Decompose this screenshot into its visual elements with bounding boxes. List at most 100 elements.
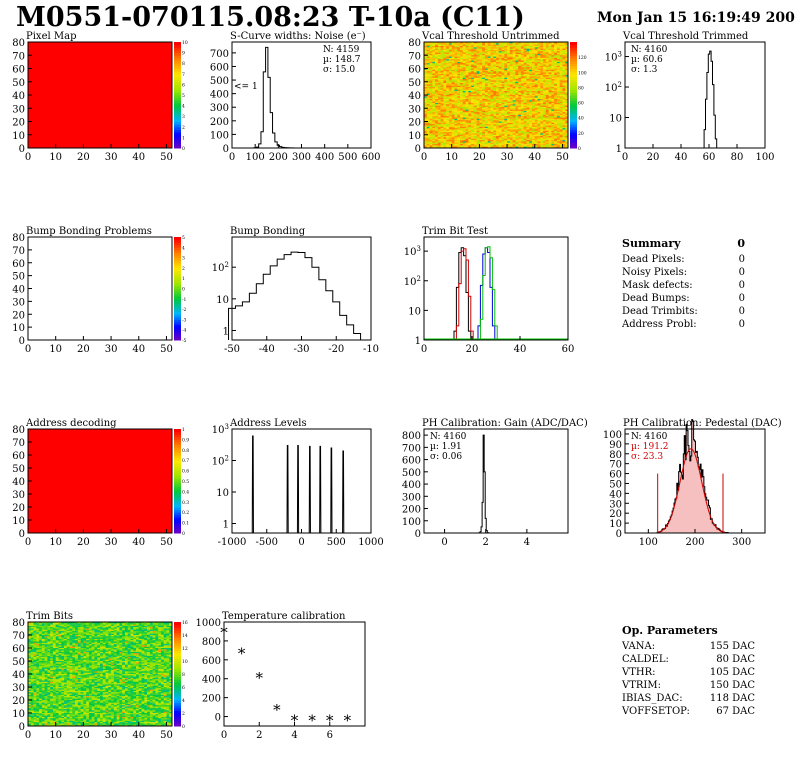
heatmap-cell [435,125,439,128]
heatmap-cell [565,121,569,124]
heatmap-cell [147,622,151,624]
heatmap-cell [443,84,447,87]
heatmap-cell [565,98,569,101]
heatmap-cell [532,113,536,116]
heatmap-cell [565,101,569,104]
heatmap-cell [443,106,447,109]
heatmap-cell [468,112,472,114]
heatmap-cell [554,142,558,145]
heatmap-cell [554,136,558,138]
heatmap-cell [501,80,505,83]
heatmap-cell [520,89,524,92]
heatmap-cell [509,67,513,69]
heatmap-cell [554,64,558,67]
heatmap-cell [487,104,491,106]
heatmap-cell [512,81,516,84]
heatmap-cell [496,128,500,130]
heatmap-cell [426,42,430,44]
heatmap-cell [476,49,480,52]
heatmap-cell [556,48,560,51]
heatmap-cell [556,133,560,136]
heatmap-cell [559,43,563,45]
heatmap-cell [509,130,513,133]
heatmap-cell [543,133,547,136]
heatmap-cell [479,133,483,136]
heatmap-cell [471,122,475,125]
heatmap-cell [548,108,552,110]
heatmap-cell [556,47,560,49]
heatmap-cell [432,122,436,125]
heatmap-cell [454,142,458,145]
heatmap-cell [543,140,547,142]
heatmap-cell [460,47,464,49]
heatmap-cell [479,129,483,132]
heatmap-cell [556,95,560,97]
heatmap-cell [498,120,502,122]
heatmap-cell [554,101,558,104]
heatmap-cell [435,51,439,53]
heatmap-cell [479,134,483,137]
colorbar-segment [570,52,577,56]
heatmap-cell [515,124,519,126]
heatmap-cell [457,97,461,100]
heatmap-cell [548,142,552,145]
heatmap-cell [446,84,450,87]
heatmap-cell [435,138,439,141]
heatmap-cell [435,72,439,75]
heatmap-cell [526,72,530,75]
heatmap-cell [484,49,488,52]
heatmap-cell [534,102,538,105]
heatmap-cell [490,68,494,71]
heatmap-cell [518,104,522,106]
heatmap-cell [75,623,79,625]
heatmap-cell [454,52,458,55]
heatmap-cell [548,145,552,147]
heatmap-cell [490,98,494,101]
heatmap-cell [473,109,477,112]
heatmap-cell [515,102,519,105]
heatmap-cell [166,627,170,629]
colorbar-segment [174,52,181,56]
heatmap-cell [448,81,452,84]
heatmap-cell [559,92,563,94]
heatmap-cell [529,72,533,75]
heatmap-cell [451,71,455,73]
heatmap-cell [543,53,547,56]
heatmap-cell [457,68,461,71]
heatmap-cell [440,72,444,75]
heatmap-cell [507,116,511,118]
heatmap-cell [465,128,469,130]
heatmap-cell [490,79,494,81]
heatmap-cell [476,84,480,87]
heatmap-cell [562,137,566,140]
heatmap-cell [532,64,536,67]
heatmap-cell [509,114,513,117]
heatmap-cell [523,109,527,112]
heatmap-cell [69,622,73,624]
heatmap-cell [465,72,469,75]
heatmap-cell [479,136,483,138]
heatmap-cell [515,61,519,64]
heatmap-cell [451,88,455,90]
heatmap-cell [435,109,439,112]
heatmap-cell [551,120,555,122]
heatmap-cell [501,77,505,80]
heatmap-cell [66,627,70,629]
heatmap-cell [437,65,441,68]
heatmap-cell [451,89,455,92]
heatmap-cell [476,73,480,76]
heatmap-cell [487,136,491,138]
heatmap-cell [548,117,552,120]
heatmap-cell [468,80,472,83]
heatmap-cell [537,53,541,56]
heatmap-cell [460,134,464,137]
heatmap-cell [473,120,477,122]
heatmap-cell [507,85,511,88]
heatmap-cell [515,105,519,108]
heatmap-cell [476,142,480,145]
y-tick-label: 20 [408,118,421,129]
heatmap-cell [498,63,502,65]
colorbar-segment [174,92,181,96]
heatmap-cell [512,116,516,118]
heatmap-cell [559,79,563,81]
